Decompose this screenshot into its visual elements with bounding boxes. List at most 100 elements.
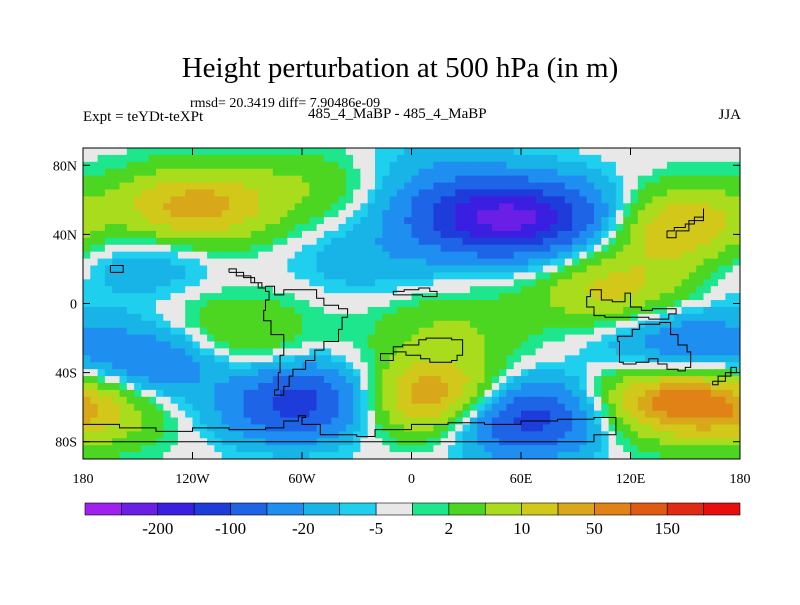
- grid-cell: [462, 355, 471, 363]
- grid-cell: [448, 452, 456, 459]
- grid-cell: [250, 389, 259, 398]
- grid-cell: [433, 389, 442, 398]
- grid-cell: [323, 244, 332, 253]
- grid-cell: [710, 300, 719, 308]
- grid-cell: [309, 417, 318, 426]
- grid-cell: [550, 279, 559, 287]
- grid-cell: [688, 327, 697, 336]
- grid-cell: [433, 341, 442, 350]
- grid-cell: [448, 258, 456, 267]
- grid-cell: [309, 148, 318, 156]
- grid-cell: [163, 376, 172, 384]
- grid-cell: [645, 258, 653, 267]
- grid-cell: [623, 258, 632, 267]
- grid-cell: [119, 362, 128, 370]
- grid-cell: [148, 320, 157, 329]
- grid-cell: [229, 230, 237, 239]
- grid-cell: [382, 334, 391, 343]
- grid-cell: [148, 251, 157, 260]
- grid-cell: [265, 320, 274, 329]
- grid-cell: [177, 251, 186, 260]
- grid-cell: [681, 279, 690, 287]
- grid-cell: [528, 424, 537, 432]
- grid-cell: [469, 196, 478, 204]
- grid-cell: [396, 230, 405, 239]
- grid-cell: [521, 148, 529, 156]
- grid-cell: [674, 320, 683, 329]
- grid-cell: [90, 403, 99, 412]
- grid-cell: [90, 217, 99, 225]
- grid-cell: [696, 355, 705, 363]
- grid-cell: [214, 362, 223, 370]
- grid-cell: [448, 341, 456, 350]
- grid-cell: [185, 265, 194, 273]
- grid-cell: [302, 189, 310, 197]
- grid-cell: [615, 217, 624, 225]
- grid-cell: [433, 175, 442, 184]
- grid-cell: [418, 182, 427, 191]
- grid-cell: [170, 403, 179, 412]
- grid-cell: [469, 327, 478, 336]
- grid-cell: [360, 161, 369, 170]
- coastline: [666, 208, 704, 239]
- grid-cell: [83, 154, 91, 163]
- grid-cell: [126, 300, 135, 308]
- grid-cell: [579, 431, 588, 439]
- grid-cell: [338, 452, 347, 459]
- grid-cell: [615, 417, 624, 426]
- grid-cell: [462, 168, 471, 177]
- grid-cell: [448, 286, 456, 294]
- grid-cell: [265, 230, 274, 239]
- grid-cell: [323, 175, 332, 184]
- grid-cell: [272, 313, 281, 322]
- x-tick-label: 60W: [288, 472, 316, 487]
- grid-cell: [141, 272, 150, 280]
- grid-cell: [177, 355, 186, 363]
- grid-cell: [338, 168, 347, 177]
- grid-cell: [703, 217, 712, 225]
- grid-cell: [250, 244, 259, 253]
- grid-cell: [688, 313, 697, 322]
- grid-cell: [156, 244, 164, 253]
- grid-cell: [323, 224, 332, 232]
- grid-cell: [586, 452, 595, 459]
- grid-cell: [455, 313, 464, 322]
- grid-cell: [542, 175, 551, 184]
- grid-cell: [477, 348, 486, 356]
- grid-cell: [535, 279, 544, 287]
- grid-cell: [710, 431, 719, 439]
- grid-cell: [309, 279, 318, 287]
- grid-cell: [440, 217, 449, 225]
- grid-cell: [287, 382, 296, 391]
- grid-cell: [535, 251, 544, 260]
- grid-cell: [630, 237, 639, 246]
- grid-cell: [557, 148, 566, 156]
- grid-cell: [97, 362, 106, 370]
- grid-cell: [550, 396, 559, 405]
- grid-cell: [681, 389, 690, 398]
- grid-cell: [506, 279, 515, 287]
- grid-cell: [586, 403, 595, 412]
- grid-cell: [287, 230, 296, 239]
- grid-cell: [579, 341, 588, 350]
- grid-cell: [90, 320, 99, 329]
- grid-cell: [280, 279, 288, 287]
- grid-cell: [316, 196, 325, 204]
- grid-cell: [229, 327, 237, 336]
- grid-cell: [250, 424, 259, 432]
- grid-cell: [177, 168, 186, 177]
- grid-cell: [134, 327, 142, 336]
- grid-cell: [513, 258, 522, 267]
- grid-cell: [579, 148, 588, 156]
- grid-cell: [462, 396, 471, 405]
- grid-cell: [221, 382, 230, 391]
- grid-cell: [659, 300, 668, 308]
- grid-cell: [535, 189, 544, 197]
- grid-cell: [462, 389, 471, 398]
- grid-cell: [287, 265, 296, 273]
- grid-cell: [696, 265, 705, 273]
- grid-cell: [688, 431, 697, 439]
- grid-cell: [528, 452, 537, 459]
- grid-cell: [418, 251, 427, 260]
- grid-cell: [696, 376, 705, 384]
